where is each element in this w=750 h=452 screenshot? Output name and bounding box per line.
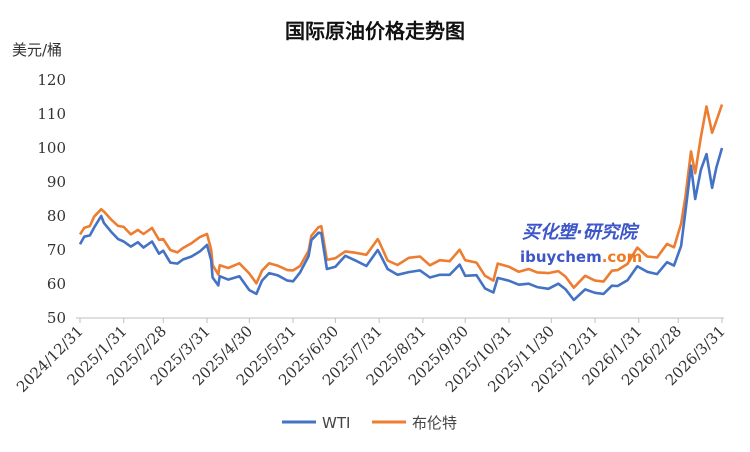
x-axis-ticks: 2024/12/312025/1/312025/2/282025/3/31202…: [13, 318, 729, 396]
watermark-site-main: ibuychem: [520, 248, 602, 266]
series-line-wti: [78, 147, 724, 302]
watermark-brand: 买化塑·研究院: [522, 222, 640, 243]
y-tick-label: 110: [37, 105, 66, 123]
y-axis-label: 美元/桶: [12, 41, 62, 59]
chart-title: 国际原油价格走势图: [285, 19, 465, 43]
watermark-site: ibuychem.com: [520, 248, 642, 266]
y-tick-label: 80: [47, 207, 66, 225]
watermark-site-suffix: .com: [602, 248, 643, 266]
y-tick-label: 70: [47, 241, 66, 259]
y-axis-ticks: 50 60 70 80 90 100 110 120: [37, 71, 66, 327]
y-tick-label: 60: [47, 275, 66, 293]
legend-label-wti: WTI: [322, 414, 350, 432]
series-line-brent: [78, 104, 724, 290]
legend-label-brent: 布伦特: [412, 414, 457, 432]
y-tick-label: 50: [47, 309, 66, 327]
watermark: 买化塑·研究院 ibuychem.com: [520, 222, 642, 266]
y-tick-label: 90: [47, 173, 66, 191]
series-lines: [78, 104, 724, 302]
y-tick-label: 100: [37, 139, 66, 157]
legend: WTI 布伦特: [282, 414, 457, 432]
y-tick-label: 120: [37, 71, 66, 89]
